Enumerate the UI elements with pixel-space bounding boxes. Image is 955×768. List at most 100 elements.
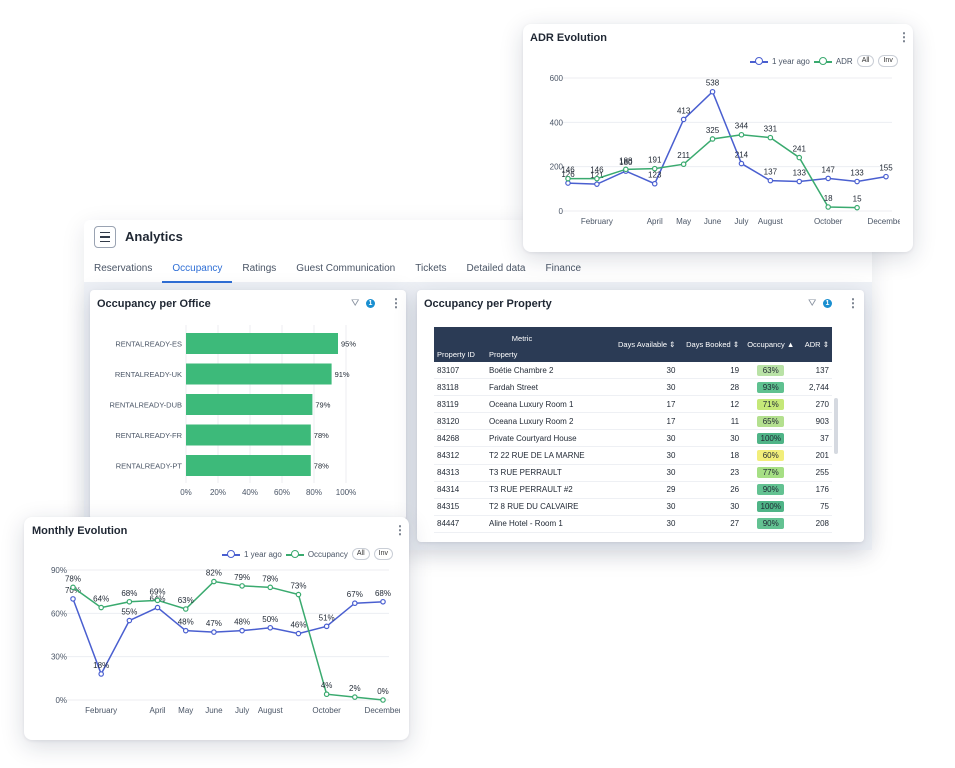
data-point[interactable] (352, 600, 358, 607)
data-point[interactable] (70, 584, 76, 591)
legend-label-prev[interactable]: 1 year ago (772, 56, 810, 66)
data-point[interactable] (154, 597, 161, 604)
legend-inv-button[interactable]: Inv (878, 55, 898, 67)
tab-finance[interactable]: Finance (545, 263, 582, 274)
data-point[interactable] (796, 178, 803, 185)
tab-tickets[interactable]: Tickets (415, 263, 447, 274)
bar[interactable] (186, 424, 311, 446)
data-label: 241 (793, 145, 807, 154)
data-point[interactable] (154, 604, 161, 611)
data-point[interactable] (854, 178, 860, 185)
data-point[interactable] (239, 627, 245, 634)
data-point[interactable] (239, 583, 245, 589)
data-point[interactable] (565, 175, 571, 182)
data-point[interactable] (323, 623, 330, 630)
data-point[interactable] (98, 671, 104, 677)
data-point[interactable] (825, 204, 831, 210)
data-point[interactable] (182, 606, 189, 612)
filter-count-badge: 1 (823, 299, 832, 308)
adr-cell: 255 (799, 464, 832, 482)
data-point[interactable] (680, 161, 687, 168)
data-point[interactable] (883, 173, 889, 180)
bar[interactable] (186, 333, 338, 354)
bar[interactable] (186, 455, 311, 476)
kebab-icon[interactable]: ⋮ (847, 296, 859, 310)
data-point[interactable] (854, 204, 860, 211)
tab-detailed-data[interactable]: Detailed data (466, 263, 526, 274)
kebab-icon[interactable]: ⋮ (390, 296, 402, 310)
data-point[interactable] (126, 617, 133, 624)
bar[interactable] (186, 363, 332, 385)
days-available-header[interactable]: Days Available ⇕ (610, 327, 679, 362)
data-point[interactable] (623, 166, 629, 173)
data-label: 68% (375, 589, 391, 598)
data-point[interactable] (825, 175, 831, 182)
x-tick-label: May (676, 217, 691, 226)
filter-icon[interactable]: ⛛ (351, 298, 360, 309)
data-point[interactable] (352, 694, 358, 700)
table-row[interactable]: 83120 Oceana Luxury Room 2 17 11 65% 903 (434, 412, 832, 431)
adr-header[interactable]: ADR ⇕ (799, 327, 832, 362)
data-point[interactable] (651, 180, 658, 187)
data-point[interactable] (709, 88, 716, 95)
legend-label-cur[interactable]: ADR (835, 56, 853, 66)
filter-icon[interactable]: ⛛ (808, 298, 817, 309)
data-point[interactable] (182, 627, 189, 634)
data-point[interactable] (70, 596, 76, 602)
table-row[interactable]: 84268 Private Courtyard House 30 30 100% 37 (434, 429, 832, 448)
data-point[interactable] (267, 584, 274, 591)
data-point[interactable] (738, 131, 745, 138)
bar[interactable] (186, 394, 313, 415)
category-label: RENTALREADY-PT (116, 462, 183, 471)
legend-all-button[interactable]: All (351, 548, 370, 560)
data-point[interactable] (767, 177, 774, 184)
office-bar-chart: 0% 20% 40% 60% 80% 100% RENTALREADY-ES 95% RENTA… (109, 325, 356, 497)
table-row[interactable]: 84312 T2 22 RUE DE LA MARNE 30 18 60% 201 (434, 446, 832, 465)
table-row[interactable]: 84313 T3 RUE PERRAULT 30 23 77% 255 (434, 464, 832, 482)
data-point[interactable] (380, 598, 386, 605)
data-point[interactable] (565, 180, 571, 186)
table-row[interactable]: 83118 Fardah Street 30 28 93% 2,744 (434, 378, 832, 397)
data-point[interactable] (126, 598, 133, 605)
occupancy-chip: 63% (757, 364, 785, 376)
legend-inv-button[interactable]: Inv (373, 548, 393, 560)
data-point[interactable] (380, 697, 386, 703)
kebab-icon[interactable]: ⋮ (394, 523, 406, 537)
table-row[interactable]: 84314 T3 RUE PERRAULT #2 29 26 90% 176 (434, 481, 832, 499)
occupancy-header[interactable]: Occupancy ▲ (742, 327, 800, 362)
data-point[interactable] (680, 116, 687, 123)
data-point[interactable] (98, 604, 104, 611)
table-row[interactable]: 83107 Boétie Chambre 2 30 19 63% 137 (434, 362, 832, 380)
data-point[interactable] (323, 691, 330, 698)
tab-guest-communication[interactable]: Guest Communication (296, 263, 396, 274)
table-scrollbar[interactable] (834, 398, 838, 454)
data-point[interactable] (767, 134, 774, 141)
data-point[interactable] (738, 160, 745, 167)
category-label: RENTALREADY-UK (115, 370, 182, 379)
menu-icon[interactable] (94, 226, 116, 248)
legend-all-button[interactable]: All (856, 55, 875, 67)
legend-label-prev[interactable]: 1 year ago (244, 549, 282, 559)
occupancy-cell: 100% (742, 429, 800, 448)
legend-label-cur[interactable]: Occupancy (307, 549, 348, 559)
table-row[interactable]: 83119 Oceana Luxury Room 1 17 12 71% 270 (434, 395, 832, 414)
data-point[interactable] (651, 165, 658, 172)
kebab-icon[interactable]: ⋮ (898, 30, 910, 44)
data-label: 146 (561, 166, 575, 175)
data-point[interactable] (295, 591, 302, 598)
data-point[interactable] (211, 578, 217, 585)
data-point[interactable] (796, 154, 803, 161)
table-row[interactable]: 84447 Aline Hotel - Room 1 30 27 90% 208 (434, 515, 832, 533)
tab-occupancy[interactable]: Occupancy (162, 260, 233, 283)
table-row[interactable]: 84315 T2 8 RUE DU CALVAIRE 30 30 100% 75 (434, 498, 832, 516)
data-point[interactable] (594, 175, 600, 182)
tab-reservations[interactable]: Reservations (94, 263, 153, 274)
days-booked-header[interactable]: Days Booked ⇕ (678, 327, 743, 362)
data-point[interactable] (211, 629, 217, 635)
tab-ratings[interactable]: Ratings (242, 263, 277, 274)
data-point[interactable] (709, 136, 716, 142)
data-point[interactable] (267, 624, 274, 631)
data-point[interactable] (295, 630, 302, 637)
data-label: 180 (619, 158, 633, 167)
data-point[interactable] (594, 181, 600, 187)
